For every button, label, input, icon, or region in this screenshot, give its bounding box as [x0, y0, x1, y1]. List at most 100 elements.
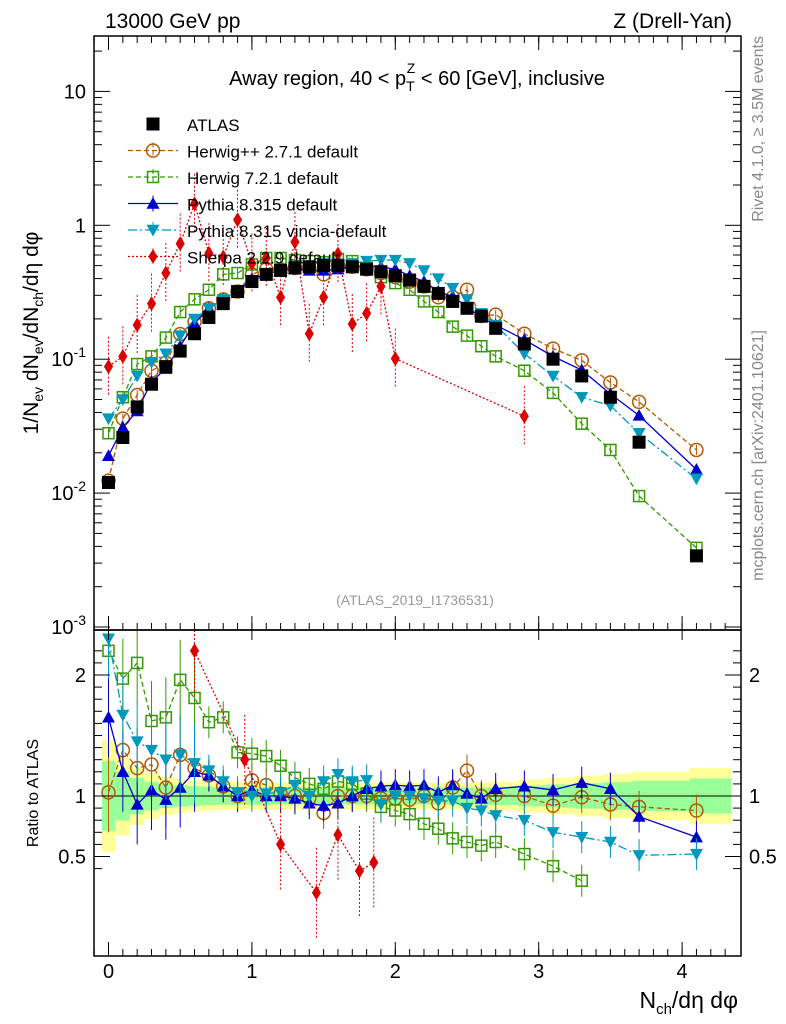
data-point	[388, 254, 402, 267]
legend-label: Sherpa 2.2.9 default	[187, 249, 340, 268]
data-point	[519, 408, 529, 424]
y-axis-label-ratio: Ratio to ATLAS	[25, 739, 42, 847]
data-point	[432, 305, 445, 319]
ratio-point	[311, 885, 321, 901]
ratio-point	[130, 797, 144, 810]
data-point	[159, 360, 173, 374]
x-axis-label: Nch/dη dφ	[639, 987, 738, 1018]
legend-item: Pythia 8.315 default	[128, 195, 338, 215]
data-point	[431, 286, 445, 300]
data-point	[173, 330, 187, 343]
data-point	[288, 261, 302, 275]
legend: ATLAS Herwig++ 2.7.1 default Herwig 7.2.1 …	[128, 116, 387, 268]
legend-item: ATLAS	[146, 116, 240, 135]
legend-item: Pythia 8.315 vincia-default	[128, 222, 387, 241]
data-point	[116, 394, 130, 407]
data-point	[102, 475, 115, 489]
data-point	[417, 265, 431, 277]
ratio-point	[446, 778, 460, 791]
ratio-y-tick-label-right: 2	[749, 665, 760, 687]
ratio-point	[317, 776, 331, 788]
legend-marker	[146, 117, 160, 131]
ratio-line	[107, 638, 697, 856]
legend-marker	[148, 249, 158, 264]
x-tick-label: 1	[246, 961, 257, 983]
ratio-point	[603, 782, 617, 794]
ratio-point	[259, 749, 273, 763]
data-point	[159, 331, 173, 344]
data-point	[276, 289, 286, 305]
data-point	[333, 246, 343, 262]
data-point	[446, 320, 459, 333]
ratio-panel: 0 1 2 3 4 0.5 0.5 1 1 2 2	[58, 629, 777, 983]
ratio-point	[489, 810, 503, 822]
data-point	[603, 390, 617, 404]
data-point	[689, 463, 703, 475]
legend-marker	[146, 224, 160, 237]
y-tick-exponent: -3	[74, 612, 87, 628]
ratio-point	[489, 782, 503, 794]
data-point	[202, 303, 216, 315]
data-point	[632, 408, 646, 421]
ratio-point	[231, 746, 244, 759]
data-point	[102, 426, 115, 440]
analysis-label: (ATLAS_2019_I1736531)	[336, 592, 494, 608]
ratio-point	[431, 795, 445, 808]
data-point	[274, 251, 287, 265]
data-point	[319, 289, 329, 305]
ratio-frame	[93, 629, 742, 957]
ratio-point	[216, 776, 230, 788]
data-point	[302, 260, 316, 274]
ratio-point	[173, 749, 187, 762]
data-point	[388, 269, 402, 283]
data-point	[417, 279, 431, 293]
data-point	[604, 443, 617, 457]
x-tick-label: 3	[533, 961, 544, 983]
series-sherpa-2-2-9-default	[103, 173, 529, 447]
data-point	[460, 294, 474, 306]
ratio-point	[546, 859, 560, 873]
ratio-point	[475, 839, 488, 852]
legend-item: Herwig 7.2.1 default	[128, 169, 338, 188]
data-point	[118, 348, 128, 364]
data-point	[689, 442, 704, 458]
data-point	[233, 212, 243, 228]
data-point	[360, 255, 374, 268]
data-point	[474, 309, 488, 323]
data-point	[116, 431, 130, 445]
energy-label: 13000 GeV pp	[105, 10, 240, 33]
series-line	[107, 259, 697, 480]
ratio-point	[333, 827, 343, 843]
data-point	[575, 417, 588, 430]
legend-item: Sherpa 2.2.9 default	[128, 248, 340, 268]
data-point	[231, 285, 245, 299]
data-point	[403, 258, 417, 270]
x-tick-label: 4	[677, 961, 688, 983]
data-point	[231, 266, 244, 280]
data-point	[374, 265, 388, 279]
data-point	[390, 351, 400, 367]
y-tick-label: 1	[75, 215, 86, 237]
data-point	[188, 327, 202, 341]
ratio-point	[159, 754, 173, 767]
ratio-point	[116, 765, 130, 777]
data-point	[689, 549, 703, 563]
ratio-series-sherpa-2-2-9-default	[189, 630, 379, 938]
data-point	[631, 394, 647, 410]
ratio-point	[575, 874, 588, 887]
ratio-point	[474, 805, 488, 818]
y-tick-exponent: -1	[74, 344, 87, 360]
y-tick-exponent: -2	[74, 478, 87, 494]
y-tick-label: 10-3	[51, 612, 86, 639]
mcplots-label: mcplots.cern.ch [arXiv:2401.10621]	[750, 330, 767, 581]
data-point	[431, 273, 445, 286]
ratio-point	[345, 776, 359, 788]
ratio-line	[107, 717, 697, 838]
data-point	[245, 275, 259, 289]
ratio-point	[446, 795, 460, 808]
ratio-point	[417, 817, 431, 831]
ratio-point	[101, 785, 116, 800]
ratio-point	[274, 787, 288, 799]
data-point	[173, 305, 187, 319]
